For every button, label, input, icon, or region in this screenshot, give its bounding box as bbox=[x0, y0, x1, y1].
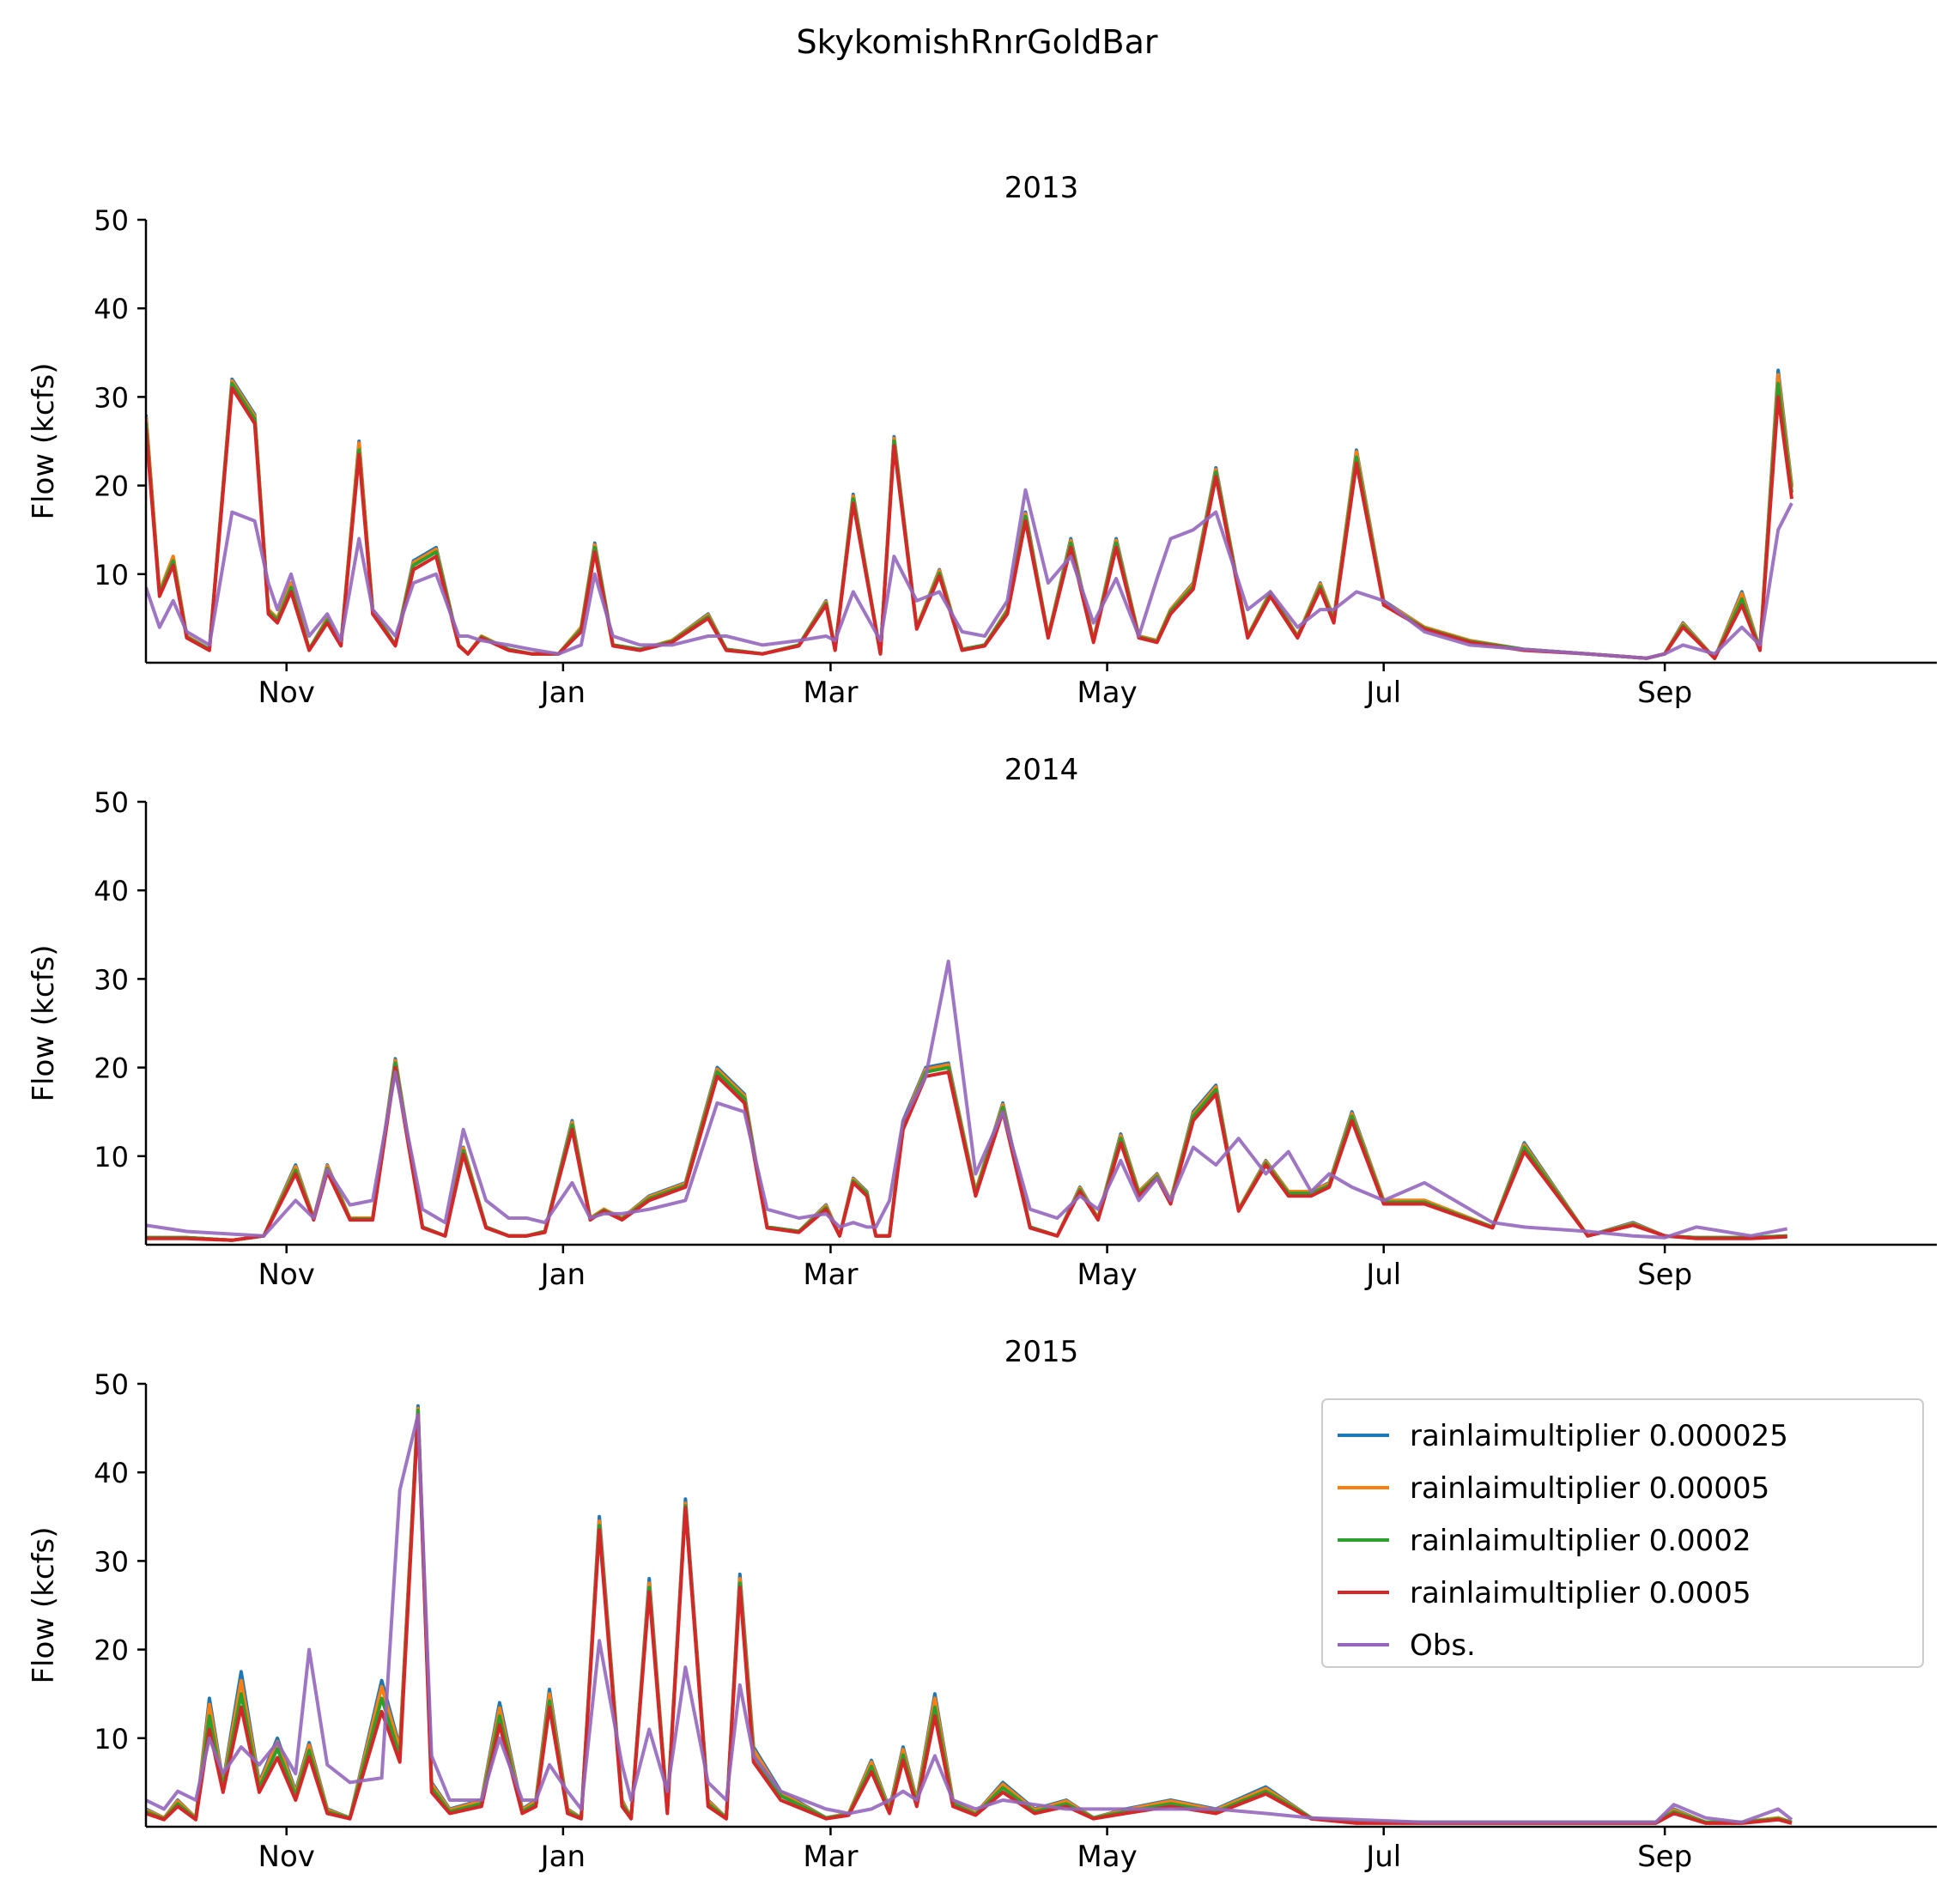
x-tick-label: May bbox=[1077, 1258, 1137, 1292]
x-tick-label: May bbox=[1077, 1840, 1137, 1874]
y-tick-label: 40 bbox=[94, 293, 129, 325]
y-tick-label: 50 bbox=[94, 204, 129, 237]
legend-frame bbox=[1321, 1398, 1924, 1668]
x-tick-label: Mar bbox=[803, 676, 858, 710]
x-tick-label: Sep bbox=[1637, 676, 1692, 710]
x-tick-label: Nov bbox=[258, 676, 315, 710]
legend-label: rainlaimultiplier 0.0002 bbox=[1410, 1524, 1751, 1558]
y-tick-label: 50 bbox=[94, 786, 129, 819]
x-tick-label: Jan bbox=[539, 676, 586, 710]
series-line-5 bbox=[146, 1413, 1793, 1824]
subplot-2013: 2013 Flow (kcfs) 10 20 30 40 50 Nov Jan Mar May Jul… bbox=[27, 171, 1937, 710]
subplot-title: 2014 bbox=[1004, 753, 1079, 787]
y-tick-label: 20 bbox=[94, 1052, 129, 1085]
y-tick-label: 20 bbox=[94, 1634, 129, 1667]
y-tick-label: 30 bbox=[94, 1545, 129, 1578]
series-lines bbox=[146, 959, 1788, 1242]
y-tick-label: 10 bbox=[94, 1723, 129, 1755]
series-line-4 bbox=[146, 1065, 1787, 1242]
x-tick-label: Jul bbox=[1364, 1258, 1401, 1292]
subplot-2014: 2014 Flow (kcfs) 10 20 30 40 50 Nov Jan Mar May Jul… bbox=[27, 753, 1937, 1292]
x-tick-label: Nov bbox=[258, 1258, 315, 1292]
y-axis-label: Flow (kcfs) bbox=[27, 362, 61, 519]
y-tick-label: 50 bbox=[94, 1368, 129, 1401]
x-tick-label: Sep bbox=[1637, 1840, 1692, 1874]
y-tick-label: 10 bbox=[94, 1141, 129, 1173]
series-lines bbox=[146, 368, 1793, 660]
legend: rainlaimultiplier 0.000025 rainlaimultipl… bbox=[1321, 1398, 1924, 1668]
y-axis-label: Flow (kcfs) bbox=[27, 1526, 61, 1683]
y-tick-label: 30 bbox=[94, 381, 129, 414]
x-tick-label: Jul bbox=[1364, 1840, 1401, 1874]
subplot-title: 2013 bbox=[1004, 171, 1079, 205]
series-lines bbox=[146, 1404, 1793, 1825]
x-tick-label: Jan bbox=[539, 1258, 586, 1292]
y-tick-label: 40 bbox=[94, 875, 129, 907]
legend-label: Obs. bbox=[1410, 1628, 1476, 1663]
x-tick-label: Jul bbox=[1364, 676, 1401, 710]
x-tick-label: Mar bbox=[803, 1258, 858, 1292]
x-tick-label: Sep bbox=[1637, 1258, 1692, 1292]
subplot-title: 2015 bbox=[1004, 1335, 1079, 1369]
y-axis-label: Flow (kcfs) bbox=[27, 944, 61, 1101]
subplots: 2013 Flow (kcfs) 10 20 30 40 50 Nov Jan Mar May Jul… bbox=[27, 171, 1937, 1874]
series-line-4 bbox=[146, 1413, 1793, 1825]
y-tick-label: 20 bbox=[94, 470, 129, 503]
series-line-4 bbox=[146, 386, 1793, 660]
figure-title: SkykomishRnrGoldBar bbox=[796, 23, 1157, 61]
x-tick-label: Nov bbox=[258, 1840, 315, 1874]
subplot-2015: 2015 Flow (kcfs) 10 20 30 40 50 Nov Jan Mar May Jul… bbox=[27, 1335, 1937, 1874]
x-tick-label: May bbox=[1077, 676, 1137, 710]
y-tick-label: 30 bbox=[94, 963, 129, 996]
legend-label: rainlaimultiplier 0.0005 bbox=[1410, 1576, 1751, 1610]
series-line-5 bbox=[146, 959, 1788, 1240]
x-tick-label: Jan bbox=[539, 1840, 586, 1874]
x-tick-label: Mar bbox=[803, 1840, 858, 1874]
y-tick-label: 40 bbox=[94, 1457, 129, 1489]
legend-label: rainlaimultiplier 0.00005 bbox=[1410, 1471, 1769, 1506]
series-line-5 bbox=[146, 488, 1793, 660]
y-tick-label: 10 bbox=[94, 559, 129, 591]
legend-label: rainlaimultiplier 0.000025 bbox=[1410, 1419, 1788, 1453]
